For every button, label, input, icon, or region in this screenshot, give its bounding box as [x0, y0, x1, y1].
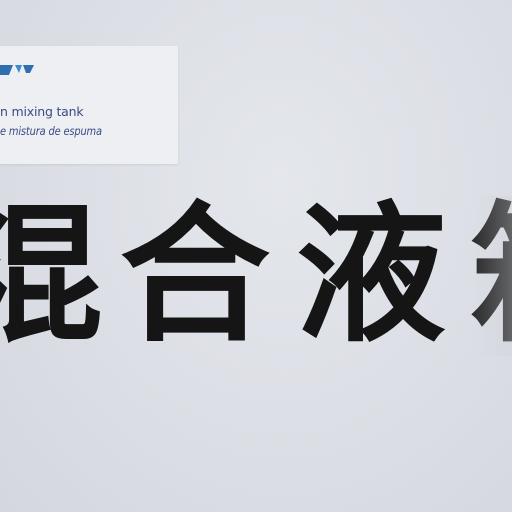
sign-char-2: 合	[120, 196, 271, 356]
label-text-english: n mixing tank	[0, 104, 84, 119]
edge-shadow	[472, 196, 512, 356]
sign-char-3: 液	[296, 196, 447, 356]
info-label-card: n mixing tank e mistura de espuma	[0, 46, 178, 164]
sign-text-row: 混 合 液 箱	[0, 196, 512, 356]
label-text-spanish: e mistura de espuma	[0, 124, 102, 138]
sign-char-4: 箱	[470, 196, 512, 356]
sign-char-1: 混	[0, 196, 103, 356]
logo-mark-icon	[0, 65, 34, 75]
